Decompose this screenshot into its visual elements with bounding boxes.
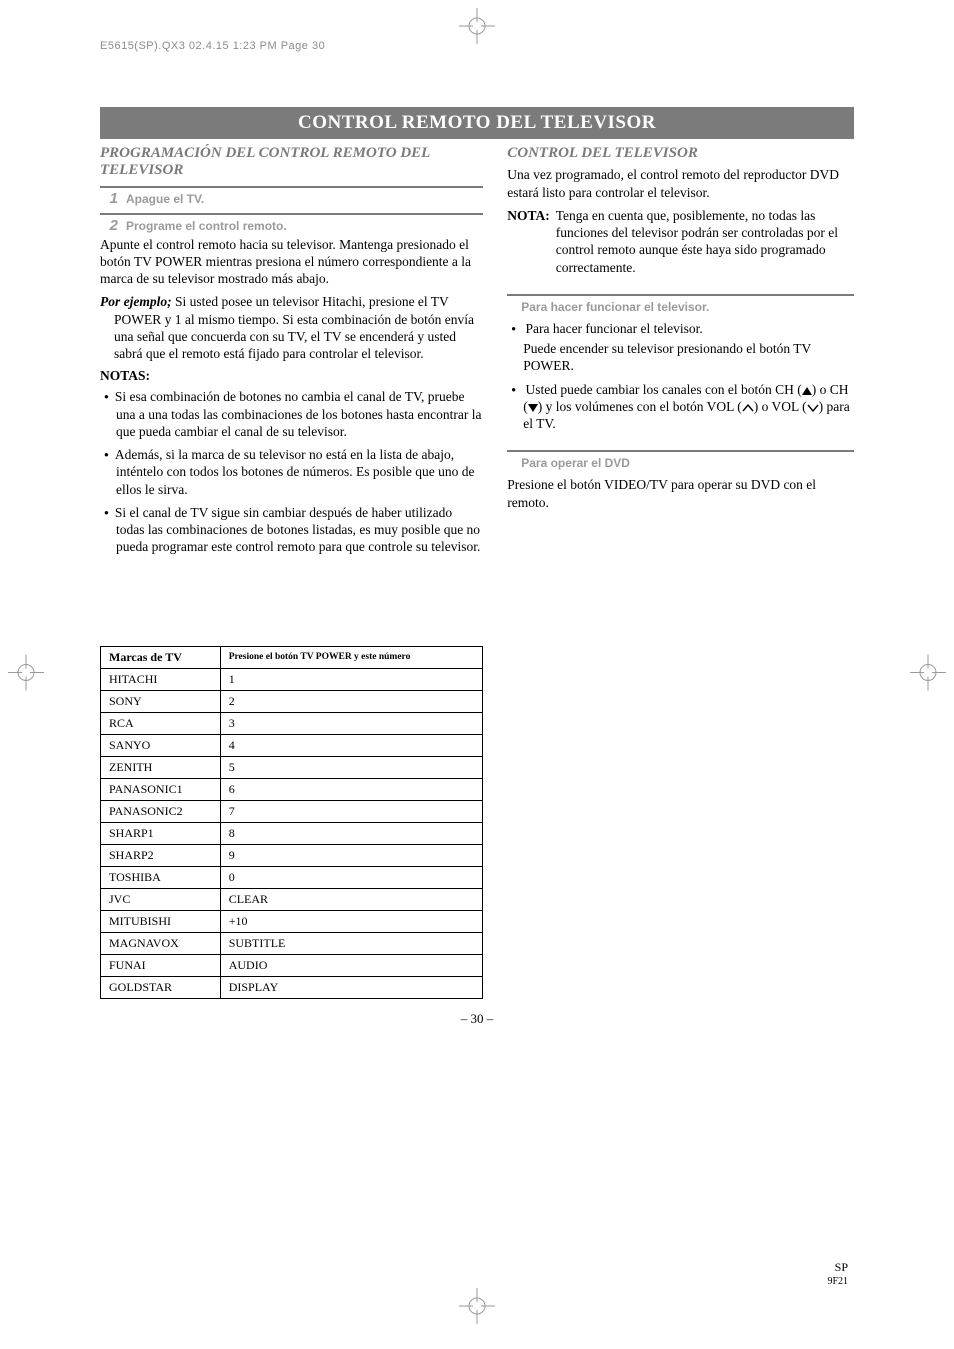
table-cell-code: 6 [220,778,483,800]
step-2-number: 2 [100,217,118,234]
caret-up-icon [742,404,754,412]
table-row: PANASONIC16 [101,778,483,800]
table-row: HITACHI1 [101,668,483,690]
table-cell-brand: SHARP1 [101,822,221,844]
table-cell-code: SUBTITLE [220,932,483,954]
sub1-item-1: Para hacer funcionar el televisor. Puede… [511,320,854,375]
table-cell-code: 2 [220,690,483,712]
table-cell-code: 8 [220,822,483,844]
notas-item: Si el canal de TV sigue sin cambiar desp… [104,504,483,556]
tv-codes-table: Marcas de TV Presione el botón TV POWER … [100,646,483,999]
sub1-b2-pre: Usted puede cambiar los canales con el b… [525,382,801,397]
table-cell-code: AUDIO [220,954,483,976]
table-cell-brand: GOLDSTAR [101,976,221,998]
rule [100,186,483,188]
table-cell-brand: SONY [101,690,221,712]
table-row: FUNAIAUDIO [101,954,483,976]
table-cell-brand: SANYO [101,734,221,756]
rule [507,450,854,452]
sub1-list: Para hacer funcionar el televisor. Puede… [507,320,854,433]
sub1-b2-mid2: ) y los volúmenes con el botón VOL ( [538,399,742,414]
table-header-brand: Marcas de TV [101,646,221,668]
step-2-label: Programe el control remoto. [126,219,287,233]
sub1-item-2: Usted puede cambiar los canales con el b… [511,381,854,433]
table-cell-brand: MAGNAVOX [101,932,221,954]
table-row: SONY2 [101,690,483,712]
left-paragraph-1: Apunte el control remoto hacia su televi… [100,236,483,288]
table-row: ZENITH5 [101,756,483,778]
sub1-b1-lead: Para hacer funcionar el televisor. [525,321,702,336]
sub2-body: Presione el botón VIDEO/TV para operar s… [507,476,854,511]
triangle-up-icon [802,387,812,395]
table-cell-brand: PANASONIC1 [101,778,221,800]
table-cell-brand: JVC [101,888,221,910]
step-1-label: Apague el TV. [126,192,204,206]
crop-mark-left [8,654,44,695]
left-heading: PROGRAMACIÓN DEL CONTROL REMOTO DEL TELE… [100,145,483,180]
page-number: – 30 – [100,1011,854,1027]
page-title: CONTROL REMOTO DEL TELEVISOR [100,107,854,139]
crop-mark-right [910,654,946,695]
triangle-down-icon [528,404,538,412]
table-row: MITUBISHI+10 [101,910,483,932]
table-cell-code: 1 [220,668,483,690]
table-cell-brand: MITUBISHI [101,910,221,932]
table-cell-code: 3 [220,712,483,734]
right-column: CONTROL DEL TELEVISOR Una vez programado… [507,145,854,999]
nota-block: NOTA: Tenga en cuenta que, posiblemente,… [507,207,854,276]
sub1-heading: Para hacer funcionar el televisor. [507,300,854,314]
sub1-b2-mid3: ) o VOL ( [754,399,807,414]
footer-code: SP 9F21 [827,1261,848,1287]
notas-heading: NOTAS: [100,368,483,384]
table-row: PANASONIC27 [101,800,483,822]
nota-label: NOTA: [507,207,550,276]
table-row: SHARP29 [101,844,483,866]
crop-mark-top [459,8,495,49]
table-cell-brand: PANASONIC2 [101,800,221,822]
table-cell-brand: TOSHIBA [101,866,221,888]
table-row: RCA3 [101,712,483,734]
table-cell-code: +10 [220,910,483,932]
right-heading: CONTROL DEL TELEVISOR [507,145,854,162]
table-row: GOLDSTARDISPLAY [101,976,483,998]
rule [507,294,854,296]
footer-id: 9F21 [827,1276,848,1287]
footer-sp: SP [835,1260,848,1274]
table-cell-code: 7 [220,800,483,822]
table-cell-brand: SHARP2 [101,844,221,866]
table-row: JVCCLEAR [101,888,483,910]
table-cell-code: 5 [220,756,483,778]
example-runin: Por ejemplo; [100,294,172,309]
table-row: MAGNAVOXSUBTITLE [101,932,483,954]
sub1-b1-body: Puede encender su televisor presionando … [523,340,854,375]
rule [100,213,483,215]
table-cell-code: CLEAR [220,888,483,910]
crop-mark-bottom [459,1288,495,1329]
step-2: 2 Programe el control remoto. [100,217,483,234]
table-row: SHARP18 [101,822,483,844]
right-intro: Una vez programado, el control remoto de… [507,166,854,201]
notas-list: Si esa combinación de botones no cambia … [100,388,483,555]
table-cell-code: 9 [220,844,483,866]
table-row: SANYO4 [101,734,483,756]
table-cell-code: 0 [220,866,483,888]
nota-body: Tenga en cuenta que, posiblemente, no to… [556,207,854,276]
step-1-number: 1 [100,190,118,207]
left-column: PROGRAMACIÓN DEL CONTROL REMOTO DEL TELE… [100,145,483,999]
table-header-code: Presione el botón TV POWER y este número [220,646,483,668]
step-1: 1 Apague el TV. [100,190,483,207]
table-cell-code: 4 [220,734,483,756]
table-cell-brand: FUNAI [101,954,221,976]
table-cell-brand: HITACHI [101,668,221,690]
table-row: TOSHIBA0 [101,866,483,888]
caret-down-icon [807,404,819,412]
sub2-heading: Para operar el DVD [507,456,854,470]
notas-item: Si esa combinación de botones no cambia … [104,388,483,440]
notas-item: Además, si la marca de su televisor no e… [104,446,483,498]
example-paragraph: Por ejemplo; Si usted posee un televisor… [100,293,483,362]
table-cell-brand: RCA [101,712,221,734]
table-cell-brand: ZENITH [101,756,221,778]
table-cell-code: DISPLAY [220,976,483,998]
